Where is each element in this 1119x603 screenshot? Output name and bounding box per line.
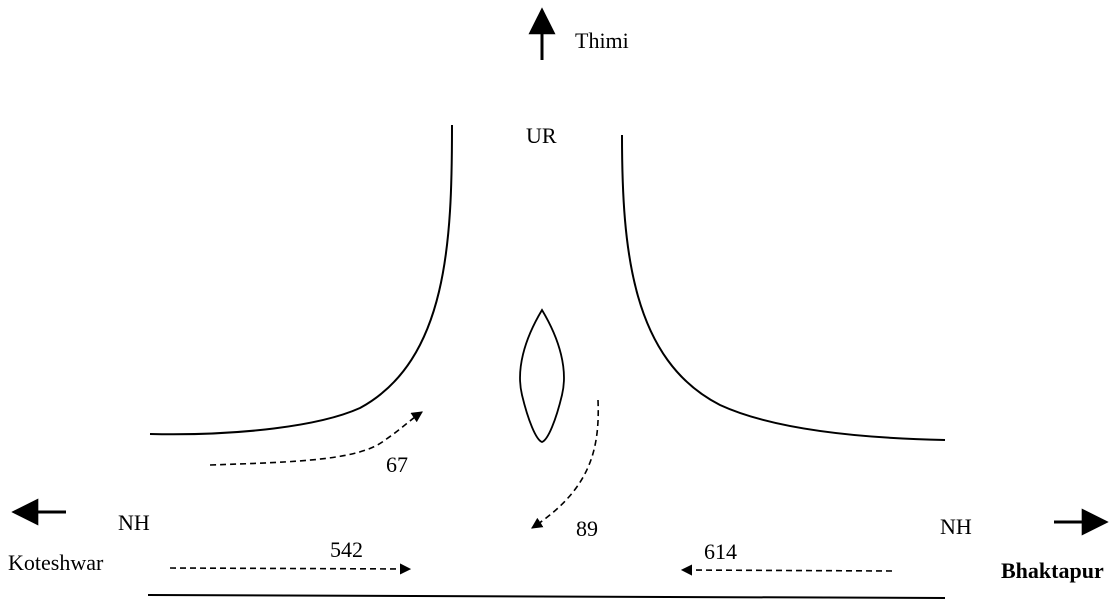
traffic-island (519, 308, 565, 443)
ur-label: UR (526, 123, 557, 148)
flow-label-west-to-east: 542 (330, 537, 363, 562)
minor-road-left-edge (149, 124, 453, 436)
flow-arrow-east-to-west (680, 564, 893, 576)
major-road-bottom-edge (147, 594, 946, 599)
flow-arrow-west-to-east (169, 563, 412, 575)
flow-arrow-north-to-west (531, 399, 600, 529)
flow-arrow-west-to-north (209, 411, 423, 466)
koteshwar-label: Koteshwar (8, 550, 104, 575)
minor-road-right-edge (621, 134, 946, 441)
flow-label-east-to-west: 614 (704, 539, 737, 564)
bhaktapur-label: Bhaktapur (1001, 558, 1104, 583)
nh-label-east: NH (940, 514, 972, 539)
flow-label-north-to-west: 89 (576, 516, 598, 541)
nh-label-west: NH (118, 510, 150, 535)
thimi-label: Thimi (575, 28, 629, 53)
flow-label-west-to-north: 67 (386, 452, 408, 477)
